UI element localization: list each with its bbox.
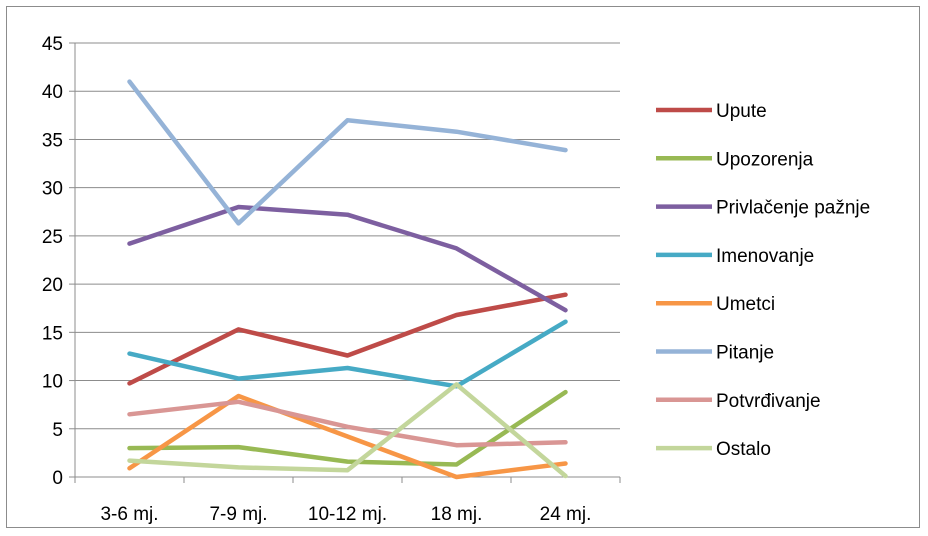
legend-label-potvrdivanje: Potvrđivanje (716, 391, 821, 412)
y-tick-label: 15 (42, 323, 63, 344)
y-tick-label: 40 (42, 82, 63, 103)
series-line-imenovanje (127, 319, 568, 389)
series-line-potvrdivanje (127, 399, 568, 448)
axes: 0 5 10 15 20 25 30 35 40 45 3-6 mj. 7-9 mj. 10-12 mj… (42, 34, 621, 525)
series-line-upute (127, 292, 568, 386)
series-line-pitanje (127, 79, 568, 226)
y-tick-label: 20 (42, 275, 63, 296)
y-tick-label: 30 (42, 179, 63, 200)
legend-label-imenovanje: Imenovanje (716, 246, 814, 267)
series-lines (127, 79, 568, 480)
x-tick-label: 7-9 mj. (209, 504, 267, 525)
series-line-ostalo (127, 382, 568, 479)
x-tick-label: 18 mj. (431, 504, 483, 525)
x-tick-label: 24 mj. (540, 504, 592, 525)
x-tick-label: 3-6 mj. (100, 504, 158, 525)
y-tick-label: 5 (52, 420, 63, 441)
y-tick-label: 10 (42, 372, 63, 393)
legend-label-ostalo: Ostalo (716, 439, 771, 460)
legend-label-upozorenja: Upozorenja (716, 149, 814, 170)
series-line-upozorenja (127, 389, 568, 467)
x-tick-label: 10-12 mj. (308, 504, 387, 525)
chart-frame (6, 6, 920, 528)
legend-label-upute: Upute (716, 101, 767, 122)
y-tick-label: 35 (42, 130, 63, 151)
y-tick-label: 45 (42, 34, 63, 55)
legend: Upute Upozorenja Privlačenje pažnje Imenova… (656, 101, 870, 460)
y-tick-label: 25 (42, 227, 63, 248)
legend-label-privlacenje-paznje: Privlačenje pažnje (716, 198, 870, 219)
gridlines (75, 42, 620, 430)
y-tick-label: 0 (52, 468, 63, 489)
legend-label-pitanje: Pitanje (716, 343, 774, 364)
series-line-privlacenje-paznje (127, 204, 568, 313)
legend-label-umetci: Umetci (716, 294, 775, 315)
series-line-umetci (127, 393, 568, 480)
